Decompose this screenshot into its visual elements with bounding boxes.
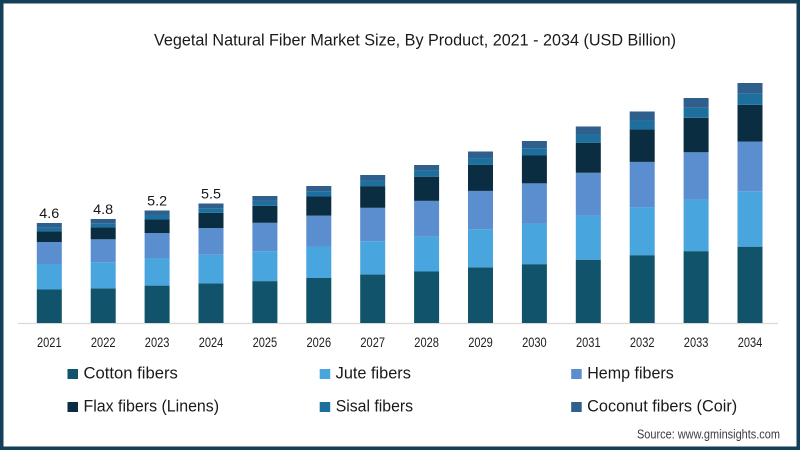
svg-text:2027: 2027 <box>360 335 385 350</box>
svg-text:2022: 2022 <box>91 335 116 350</box>
svg-text:2028: 2028 <box>414 335 439 350</box>
svg-text:2030: 2030 <box>522 335 547 350</box>
svg-text:2033: 2033 <box>684 335 709 350</box>
svg-text:2021: 2021 <box>37 335 62 350</box>
svg-text:2025: 2025 <box>253 335 278 350</box>
svg-text:Vegetal Natural Fiber Market S: Vegetal Natural Fiber Market Size, By Pr… <box>154 31 676 49</box>
svg-text:Cotton fibers: Cotton fibers <box>84 364 178 382</box>
svg-text:2024: 2024 <box>199 335 224 350</box>
svg-text:Sisal fibers: Sisal fibers <box>336 397 413 415</box>
svg-text:5.2: 5.2 <box>147 193 167 209</box>
svg-text:5.5: 5.5 <box>201 186 221 202</box>
svg-text:Flax fibers (Linens): Flax fibers (Linens) <box>84 397 220 415</box>
svg-text:Coconut fibers (Coir): Coconut fibers (Coir) <box>587 397 737 415</box>
svg-text:2026: 2026 <box>307 335 332 350</box>
svg-text:Hemp fibers: Hemp fibers <box>587 364 674 382</box>
svg-text:2031: 2031 <box>576 335 601 350</box>
svg-text:2023: 2023 <box>145 335 170 350</box>
svg-text:Source: www.gminsights.com: Source: www.gminsights.com <box>637 427 780 441</box>
svg-text:2032: 2032 <box>630 335 655 350</box>
svg-text:2034: 2034 <box>738 335 763 350</box>
svg-text:4.8: 4.8 <box>93 201 113 217</box>
svg-text:Jute fibers: Jute fibers <box>336 364 411 382</box>
svg-text:4.6: 4.6 <box>39 205 59 221</box>
svg-text:2029: 2029 <box>468 335 493 350</box>
